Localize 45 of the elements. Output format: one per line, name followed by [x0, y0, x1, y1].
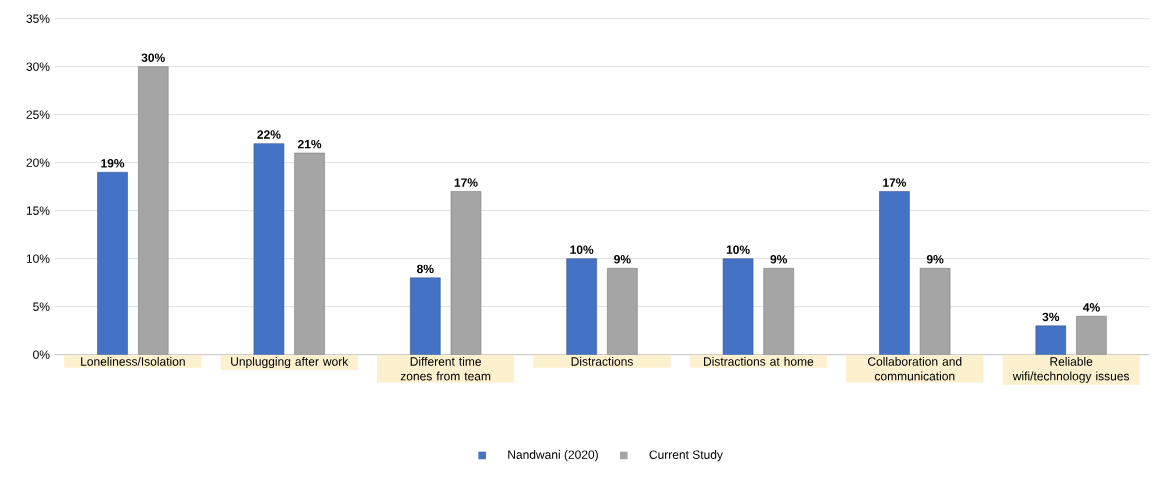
data-label: 21% — [297, 139, 322, 149]
y-tick-label: 0% — [33, 350, 50, 359]
x-tick-label: Different time zones from team — [400, 356, 491, 381]
y-tick-label: 25% — [26, 110, 50, 119]
bar — [566, 258, 597, 355]
bar — [137, 66, 169, 355]
x-tick-label: Collaboration and communication — [868, 356, 962, 381]
data-label: 9% — [926, 255, 944, 264]
bar — [919, 268, 951, 355]
x-tick-label: Unplugging after work — [231, 356, 349, 369]
data-label: 9% — [770, 255, 788, 264]
data-label: 30% — [141, 53, 165, 62]
x-tick-label: Distractions — [571, 356, 633, 366]
bar — [1035, 325, 1067, 355]
bar — [879, 191, 910, 355]
data-label: 8% — [417, 264, 434, 274]
y-tick-label: 20% — [26, 158, 50, 167]
data-label: 22% — [257, 130, 281, 139]
bar — [450, 191, 482, 355]
y-tick-label: 30% — [26, 62, 50, 71]
y-tick-label: 35% — [26, 14, 50, 23]
bar — [607, 268, 638, 355]
bar — [1076, 316, 1107, 355]
data-label: 10% — [570, 245, 594, 254]
x-tick-label: Loneliness/Isolation — [81, 356, 185, 366]
data-label: 17% — [454, 178, 478, 187]
bar — [97, 172, 128, 355]
legend-label: Nandwani (2020) — [508, 450, 598, 462]
y-tick-label: 10% — [26, 254, 50, 263]
legend-label: Current Study — [649, 450, 723, 462]
data-label: 19% — [101, 159, 125, 168]
data-label: 17% — [883, 178, 907, 187]
y-tick-label: 5% — [33, 302, 50, 311]
bar — [253, 143, 285, 355]
bar — [294, 152, 325, 355]
data-label: 4% — [1083, 303, 1100, 312]
x-tick-label: Reliable wifi/technology issues — [1012, 356, 1130, 383]
data-label: 10% — [726, 245, 750, 254]
y-tick-label: 15% — [26, 206, 50, 215]
data-label: 3% — [1042, 312, 1060, 322]
data-label: 9% — [614, 255, 631, 264]
bar — [763, 268, 794, 355]
bar — [722, 258, 754, 355]
x-tick-label: Distractions at home — [704, 356, 814, 366]
bar — [410, 277, 441, 355]
